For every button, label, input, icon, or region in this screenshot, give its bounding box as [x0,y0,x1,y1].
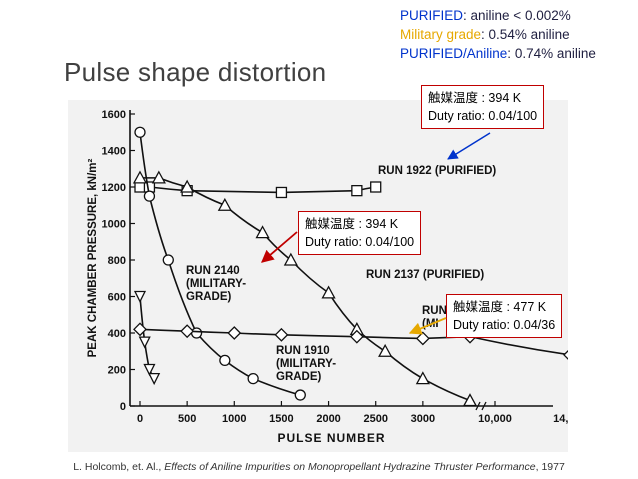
data-point [180,179,195,193]
data-point [415,371,430,385]
legend-text: 0.54% aniline [488,27,570,42]
y-tick-label: 1600 [102,109,126,121]
legend-text: 0.74% aniline [514,46,596,61]
series-line [140,186,376,194]
callout-line: 触媒温度 : 394 K [428,91,522,105]
series-label-line: RUN 1922 (PURIFIED) [378,165,496,177]
data-point [133,322,147,337]
y-tick-label: 800 [108,255,126,267]
x-tick-label: 500 [178,413,196,425]
citation-authors: L. Holcomb, et. Al., [73,461,165,473]
data-point [321,285,336,299]
x-axis-label: PULSE NUMBER [277,431,385,445]
legend-text: aniline < 0.002% [470,8,571,23]
series-label: RUN (MI [422,305,447,330]
series-label: RUN 1910 (MILITARY-GRADE) [276,345,336,383]
citation-title: Effects of Aniline Impurities on Monopro… [164,461,536,473]
data-point [151,170,166,184]
callout-line: 触媒温度 : 477 K [453,300,547,314]
data-point [143,363,156,376]
x-tick-label: 2000 [316,413,340,425]
series-label: RUN 2140 (MILITARY-GRADE) [186,265,246,303]
series-label-line: RUN [422,305,447,317]
citation-year: , 1977 [535,461,565,473]
x-tick-label: 3000 [411,413,435,425]
legend-name: PURIFIED/Aniline [400,46,508,61]
legend-row-purified: PURIFIED: aniline < 0.002% [400,6,596,25]
pressure-chart: 0 200 400 600 800 1000 1200 1400 1600 0 500 1000 150… [87,109,587,445]
series-label-line: GRADE) [186,291,232,303]
y-axis-label: PEAK CHAMBER PRESSURE, kN/m² [87,158,99,357]
x-tick-label: 2500 [363,413,387,425]
series-label-line: (MILITARY- [276,358,336,370]
x-tick-label: 1000 [222,413,246,425]
data-point [349,329,364,344]
legend-name: PURIFIED [400,8,464,23]
data-point [294,389,306,401]
data-point [217,197,232,211]
data-point [148,372,161,386]
series-label: RUN 1922 (PURIFIED) [378,165,496,177]
data-point [563,347,577,362]
series-label-line: (MI [422,318,439,330]
legend-sep: : [463,8,471,23]
data-point [134,126,146,138]
series-label-line: GRADE) [276,371,322,383]
series-label-line: (MILITARY- [186,278,246,290]
data-point [274,327,289,342]
data-point [227,326,242,340]
legend-sep: : [481,27,489,42]
legend-row-military: Military grade: 0.54% aniline [400,25,596,44]
data-point [247,372,259,385]
x-tick-label: 10,000 [478,413,512,425]
data-point [180,324,195,339]
series-label: RUN 2137 (PURIFIED) [366,269,484,281]
y-tick-label: 200 [108,365,126,377]
data-point [132,170,148,184]
callout-line: Duty ratio: 0.04/36 [453,318,556,332]
y-tick-label: 1400 [102,146,126,158]
chart-area: 0 200 400 600 800 1000 1200 1400 1600 0 500 1000 150… [68,100,587,452]
data-point [190,327,203,339]
slide-title: Pulse shape distortion [64,57,327,87]
y-tick-label: 1000 [102,219,126,231]
series-label-line: RUN 2137 (PURIFIED) [366,269,484,281]
series-label-line: RUN 2140 [186,265,240,277]
data-point [138,336,151,349]
data-point [378,343,393,357]
callout-box: 触媒温度 : 394 K Duty ratio: 0.04/100 [421,85,545,129]
data-point [275,186,288,199]
data-point [143,190,156,202]
data-point [462,393,478,407]
legend-sep: : [507,46,515,61]
callout-box: 触媒温度 : 394 K Duty ratio: 0.04/100 [298,211,422,255]
callout-line: Duty ratio: 0.04/100 [428,109,538,123]
x-tick-label: 14,000 [553,413,568,425]
data-point [162,254,174,266]
data-point [219,354,231,367]
citation: L. Holcomb, et. Al., Effects of Aniline … [0,461,638,473]
x-tick-label: 0 [137,413,143,425]
callout-box: 触媒温度 : 477 K Duty ratio: 0.04/36 [446,294,563,338]
legend: PURIFIED: aniline < 0.002% Military grad… [400,6,596,63]
legend-name: Military grade [400,27,482,42]
x-tick-label: 1500 [269,413,293,425]
y-tick-label: 0 [120,401,126,413]
series-label-line: RUN 1910 [276,345,330,357]
data-point [370,181,382,193]
data-point [415,331,430,346]
legend-row-purified-aniline: PURIFIED/Aniline: 0.74% aniline [400,44,596,63]
data-point [133,290,147,303]
callout-line: Duty ratio: 0.04/100 [305,235,415,249]
axis-break [475,401,487,411]
y-tick-label: 1200 [102,182,126,194]
y-tick-label: 600 [108,292,126,304]
data-point [255,225,270,239]
data-point [351,185,363,197]
callout-line: 触媒温度 : 394 K [305,217,399,231]
y-tick-label: 400 [108,328,126,340]
